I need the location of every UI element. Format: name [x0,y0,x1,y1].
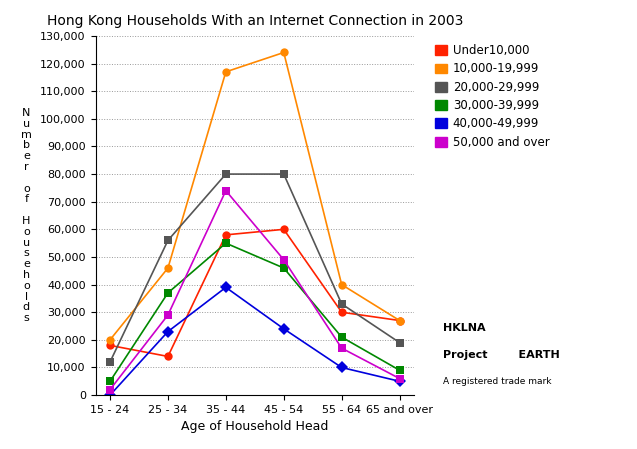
Legend: Under10,000, 10,000-19,999, 20,000-29,999, 30,000-39,999, 40,000-49,999, 50,000 : Under10,000, 10,000-19,999, 20,000-29,99… [433,42,552,151]
Line: 50,000 and over: 50,000 and over [106,186,404,394]
30,000-39,999 [106,379,114,384]
Under10,000 [106,343,114,348]
30,000-39,999 [280,265,287,271]
50,000 and over [280,257,287,262]
50,000 and over [222,188,230,194]
10,000-19,999 [338,282,345,287]
10,000-19,999 [396,318,403,323]
30,000-39,999 [222,241,230,246]
30,000-39,999 [396,368,403,373]
40,000-49,999 [396,379,403,384]
40,000-49,999 [106,392,114,398]
20,000-29,999 [280,172,287,177]
20,000-29,999 [164,238,172,243]
30,000-39,999 [338,335,345,340]
20,000-29,999 [338,301,345,307]
40,000-49,999 [164,329,172,334]
X-axis label: Age of Household Head: Age of Household Head [181,420,329,433]
Text: Project        EARTH: Project EARTH [443,350,559,360]
Line: 20,000-29,999: 20,000-29,999 [106,170,404,366]
50,000 and over [396,376,403,381]
Under10,000 [222,232,230,238]
Under10,000 [338,309,345,315]
Line: 40,000-49,999: 40,000-49,999 [106,283,404,399]
Y-axis label: N
u
m
b
e
r

o
f

H
o
u
s
e
h
o
l
d
s: N u m b e r o f H o u s e h o l d s [21,108,32,323]
Text: HKLNA: HKLNA [443,323,485,333]
20,000-29,999 [222,172,230,177]
Under10,000 [396,318,403,323]
20,000-29,999 [396,340,403,345]
Line: Under10,000: Under10,000 [106,225,404,361]
10,000-19,999 [280,50,287,55]
Line: 30,000-39,999: 30,000-39,999 [106,239,404,386]
Line: 10,000-19,999: 10,000-19,999 [106,48,404,344]
10,000-19,999 [164,265,172,271]
50,000 and over [106,387,114,392]
20,000-29,999 [106,359,114,365]
40,000-49,999 [222,285,230,290]
40,000-49,999 [338,365,345,370]
50,000 and over [164,313,172,318]
50,000 and over [338,345,345,351]
Under10,000 [164,354,172,359]
Text: A registered trade mark: A registered trade mark [443,377,551,386]
Under10,000 [280,227,287,232]
Title: Hong Kong Households With an Internet Connection in 2003: Hong Kong Households With an Internet Co… [47,14,463,28]
30,000-39,999 [164,290,172,295]
10,000-19,999 [106,337,114,343]
40,000-49,999 [280,326,287,331]
10,000-19,999 [222,69,230,75]
